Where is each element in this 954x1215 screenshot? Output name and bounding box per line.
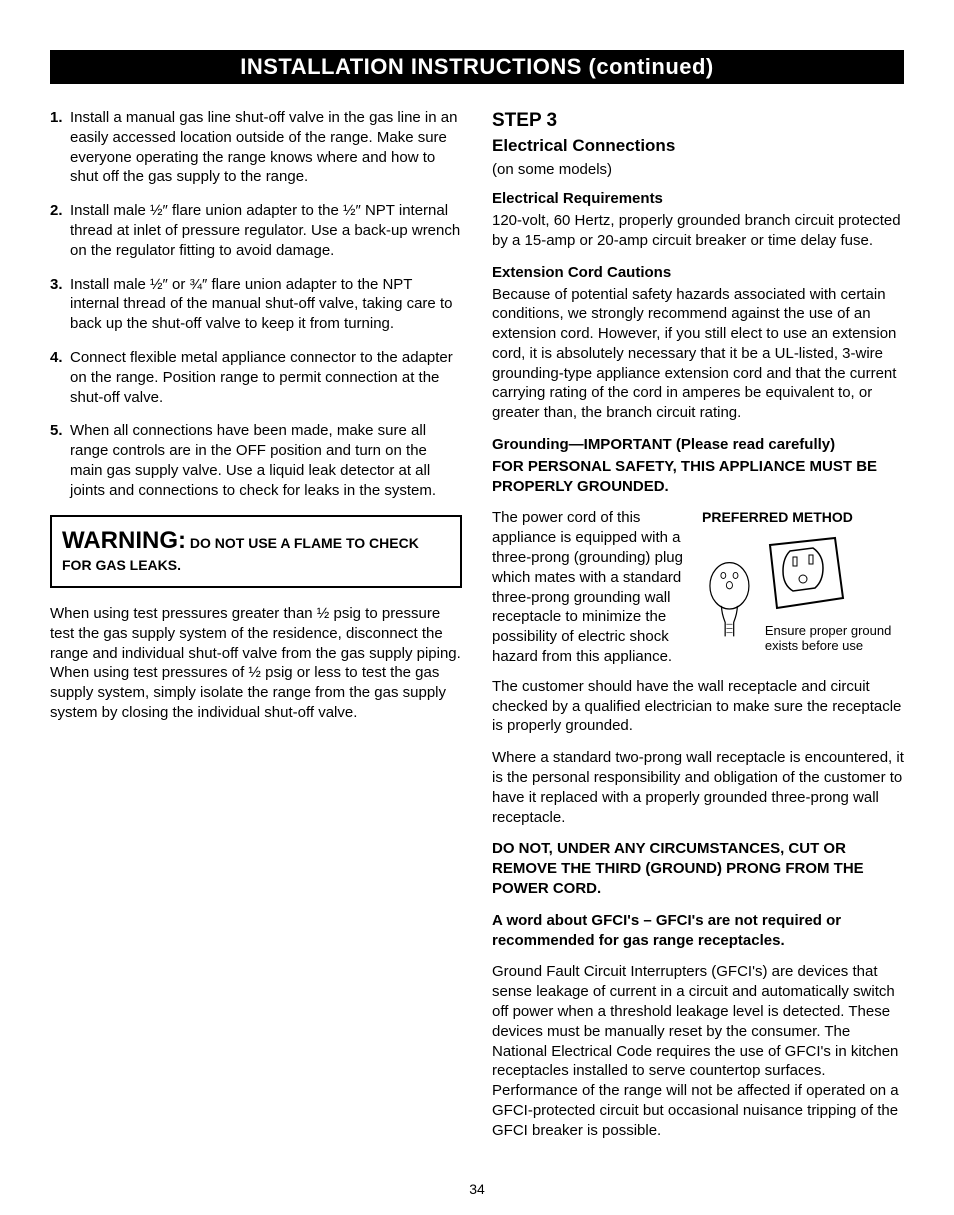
- list-text: Install male ½″ flare union adapter to t…: [70, 201, 462, 260]
- step-subtitle: Electrical Connections: [492, 135, 904, 157]
- list-text: Connect flexible metal appliance connect…: [70, 348, 462, 407]
- left-column: 1. Install a manual gas line shut-off va…: [50, 108, 462, 1153]
- list-item: 5. When all connections have been made, …: [50, 421, 462, 500]
- paragraph: When using test pressures greater than ½…: [50, 604, 462, 723]
- list-text: Install a manual gas line shut-off valve…: [70, 108, 462, 187]
- plug-icon: [702, 533, 757, 663]
- paragraph: Because of potential safety hazards asso…: [492, 285, 904, 424]
- list-number: 2.: [50, 201, 70, 260]
- right-column: STEP 3 Electrical Connections (on some m…: [492, 108, 904, 1153]
- list-number: 1.: [50, 108, 70, 187]
- list-item: 1. Install a manual gas line shut-off va…: [50, 108, 462, 187]
- figure-row: Ensure proper ground exists before use: [702, 533, 904, 663]
- warning-title: WARNING:: [62, 527, 186, 554]
- section-banner: INSTALLATION INSTRUCTIONS (continued): [50, 50, 904, 84]
- page-number: 34: [0, 1181, 954, 1197]
- subheading: Electrical Requirements: [492, 189, 904, 209]
- step-note: (on some models): [492, 160, 904, 180]
- bold-paragraph: FOR PERSONAL SAFETY, THIS APPLIANCE MUST…: [492, 457, 904, 497]
- warning-box: WARNING: DO NOT USE A FLAME TO CHECK FOR…: [50, 515, 462, 588]
- list-number: 4.: [50, 348, 70, 407]
- list-item: 3. Install male ½″ or ¾″ flare union ada…: [50, 275, 462, 334]
- paragraph: Where a standard two-prong wall receptac…: [492, 748, 904, 827]
- outlet-icon: [765, 533, 845, 613]
- bold-paragraph: DO NOT, UNDER ANY CIRCUMSTANCES, CUT OR …: [492, 839, 904, 898]
- list-text: Install male ½″ or ¾″ flare union adapte…: [70, 275, 462, 334]
- subheading: Extension Cord Cautions: [492, 263, 904, 283]
- paragraph: 120-volt, 60 Hertz, properly grounded br…: [492, 211, 904, 251]
- gfci-heading: A word about GFCI's – GFCI's are not req…: [492, 911, 904, 951]
- figure-caption: Ensure proper ground exists before use: [765, 623, 904, 654]
- two-column-layout: 1. Install a manual gas line shut-off va…: [50, 108, 904, 1153]
- outlet-block: Ensure proper ground exists before use: [765, 533, 904, 654]
- grounding-text: The power cord of this appliance is equi…: [492, 508, 692, 666]
- list-item: 4. Connect flexible metal appliance conn…: [50, 348, 462, 407]
- grounding-figure-wrap: The power cord of this appliance is equi…: [492, 508, 904, 666]
- list-item: 2. Install male ½″ flare union adapter t…: [50, 201, 462, 260]
- list-number: 3.: [50, 275, 70, 334]
- list-number: 5.: [50, 421, 70, 500]
- grounding-figure: PREFERRED METHOD: [702, 508, 904, 666]
- preferred-method-label: PREFERRED METHOD: [702, 508, 904, 526]
- paragraph: Ground Fault Circuit Interrupters (GFCI'…: [492, 962, 904, 1140]
- list-text: When all connections have been made, mak…: [70, 421, 462, 500]
- paragraph: The customer should have the wall recept…: [492, 677, 904, 736]
- step-title: STEP 3: [492, 108, 904, 133]
- subheading: Grounding—IMPORTANT (Please read careful…: [492, 435, 904, 455]
